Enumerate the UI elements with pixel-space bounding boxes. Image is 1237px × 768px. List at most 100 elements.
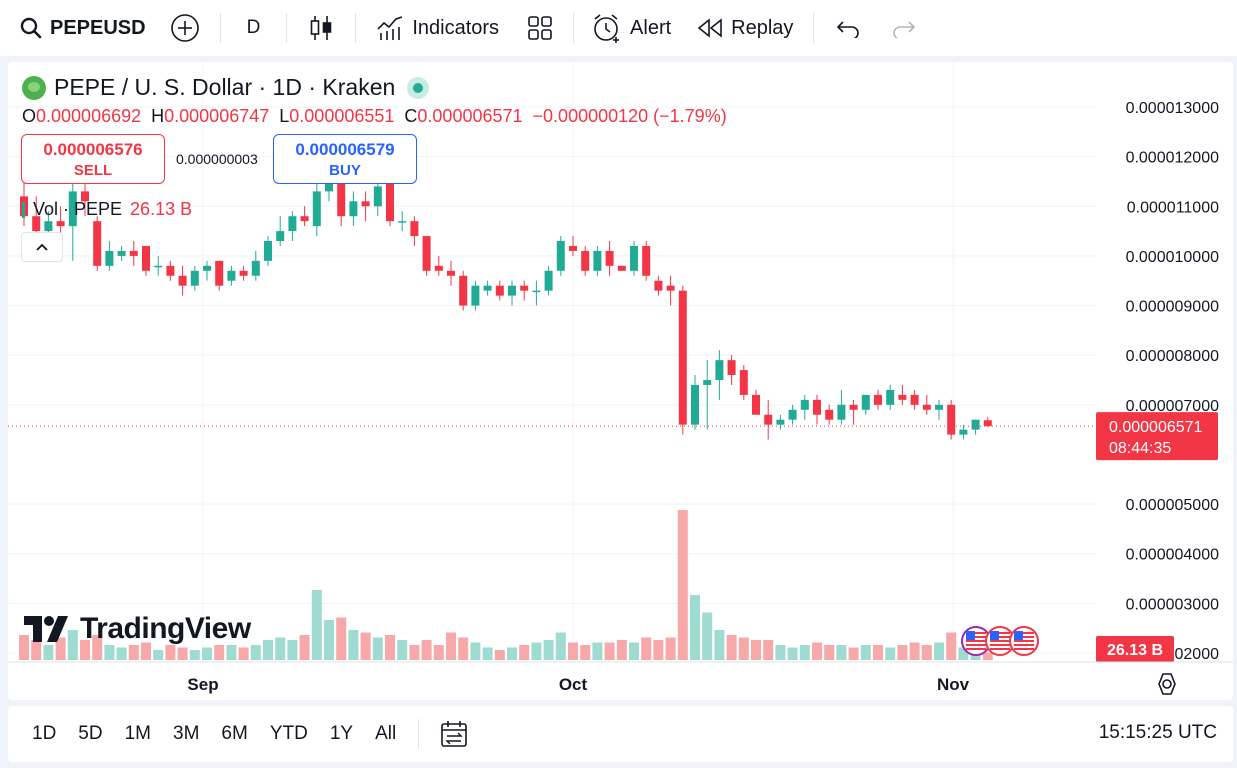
settings-icon[interactable] — [1158, 673, 1176, 695]
alert-button[interactable]: Alert — [580, 8, 683, 48]
redo-button[interactable] — [876, 8, 932, 48]
candle-body[interactable] — [483, 285, 492, 291]
utc-clock[interactable]: 15:15:25 UTC — [1098, 722, 1217, 743]
replay-button[interactable]: Replay — [683, 8, 807, 48]
candle-body[interactable] — [32, 216, 41, 232]
candle-body[interactable] — [605, 250, 614, 266]
candle-body[interactable] — [703, 380, 712, 385]
candle-body[interactable] — [166, 265, 175, 276]
candle-body[interactable] — [800, 399, 809, 410]
candle-body[interactable] — [678, 290, 687, 425]
economic-event-flag-icon[interactable] — [1009, 626, 1039, 656]
candle-body[interactable] — [861, 394, 870, 410]
candle-body[interactable] — [971, 419, 980, 430]
candle-body[interactable] — [373, 186, 382, 207]
candle-body[interactable] — [288, 216, 297, 232]
candle-body[interactable] — [898, 394, 907, 400]
candle-body[interactable] — [569, 245, 577, 251]
candle-body[interactable] — [983, 420, 992, 427]
candle-body[interactable] — [81, 191, 89, 202]
candle-body[interactable] — [910, 394, 919, 405]
range-5d-button[interactable]: 5D — [78, 723, 103, 744]
symbol-search-button[interactable]: PEPEUSD — [0, 8, 156, 48]
candle-body[interactable] — [300, 216, 309, 222]
candle-body[interactable] — [203, 265, 211, 271]
candle-body[interactable] — [764, 414, 773, 425]
market-open-status-icon[interactable] — [407, 76, 430, 99]
candle-body[interactable] — [105, 250, 114, 266]
range-3m-button[interactable]: 3M — [173, 723, 200, 744]
candle-body[interactable] — [337, 181, 346, 217]
candle-body[interactable] — [886, 389, 895, 405]
candle-body[interactable] — [544, 270, 553, 291]
compare-symbol-button[interactable] — [156, 8, 214, 48]
candle-body[interactable] — [825, 409, 834, 420]
candle-body[interactable] — [386, 181, 394, 222]
candle-body[interactable] — [459, 275, 468, 306]
candle-body[interactable] — [874, 394, 882, 405]
candle-body[interactable] — [727, 360, 736, 376]
candle-body[interactable] — [68, 191, 77, 227]
sell-button[interactable]: 0.000006576 SELL — [21, 134, 165, 184]
candle-body[interactable] — [227, 270, 236, 281]
candle-body[interactable] — [398, 221, 407, 223]
candle-body[interactable] — [471, 285, 480, 306]
layouts-button[interactable] — [513, 8, 567, 48]
candle-body[interactable] — [56, 221, 65, 227]
candle-body[interactable] — [813, 399, 821, 415]
candle-body[interactable] — [520, 285, 529, 291]
range-1m-button[interactable]: 1M — [124, 723, 151, 744]
candle-body[interactable] — [581, 250, 590, 271]
collapse-legend-button[interactable] — [21, 232, 63, 262]
candle-body[interactable] — [154, 265, 163, 268]
range-1d-button[interactable]: 1D — [32, 723, 57, 744]
candle-body[interactable] — [935, 404, 943, 410]
candle-body[interactable] — [264, 241, 272, 261]
candle-body[interactable] — [349, 201, 358, 217]
candle-body[interactable] — [215, 260, 224, 286]
undo-button[interactable] — [820, 8, 876, 48]
candle-body[interactable] — [434, 265, 443, 271]
interval-button[interactable]: D — [227, 8, 281, 48]
candle-body[interactable] — [715, 360, 724, 380]
candle-body[interactable] — [739, 370, 748, 395]
candle-body[interactable] — [922, 404, 931, 410]
candle-body[interactable] — [959, 429, 968, 435]
chart-type-button[interactable] — [293, 8, 349, 48]
candle-body[interactable] — [447, 270, 455, 276]
candle-body[interactable] — [788, 409, 797, 420]
candle-body[interactable] — [251, 260, 260, 276]
candle-body[interactable] — [593, 250, 602, 271]
candle-body[interactable] — [776, 419, 785, 425]
buy-button[interactable]: 0.000006579 BUY — [273, 134, 417, 184]
range-ytd-button[interactable]: YTD — [269, 723, 308, 744]
candle-body[interactable] — [117, 250, 126, 256]
range-all-button[interactable]: All — [375, 723, 397, 744]
candle-body[interactable] — [556, 241, 565, 271]
candle-body[interactable] — [422, 236, 431, 271]
chart-panel[interactable]: 0.000013000 0.000012000 0.000011000 0.00001… — [8, 62, 1233, 700]
candle-body[interactable] — [276, 231, 285, 242]
candle-body[interactable] — [239, 270, 248, 276]
range-1y-button[interactable]: 1Y — [329, 723, 354, 744]
candle-body[interactable] — [837, 404, 846, 420]
candle-body[interactable] — [508, 285, 516, 296]
tradingview-logo[interactable]: TradingView — [24, 612, 251, 646]
candle-body[interactable] — [642, 245, 651, 276]
candle-body[interactable] — [178, 275, 187, 286]
range-6m-button[interactable]: 6M — [221, 723, 248, 744]
candle-body[interactable] — [752, 394, 760, 415]
candle-body[interactable] — [142, 245, 150, 271]
candle-body[interactable] — [691, 384, 699, 425]
candle-body[interactable] — [495, 285, 504, 296]
candle-body[interactable] — [947, 404, 956, 435]
candle-body[interactable] — [617, 265, 626, 271]
volume-legend[interactable]: Vol · PEPE 26.13 B — [22, 199, 192, 220]
candle-body[interactable] — [361, 201, 370, 207]
candle-body[interactable] — [312, 191, 321, 227]
candle-body[interactable] — [44, 221, 53, 232]
go-to-date-button[interactable] — [418, 719, 469, 749]
candle-body[interactable] — [630, 245, 638, 271]
candle-body[interactable] — [129, 250, 138, 256]
candle-body[interactable] — [190, 270, 199, 286]
